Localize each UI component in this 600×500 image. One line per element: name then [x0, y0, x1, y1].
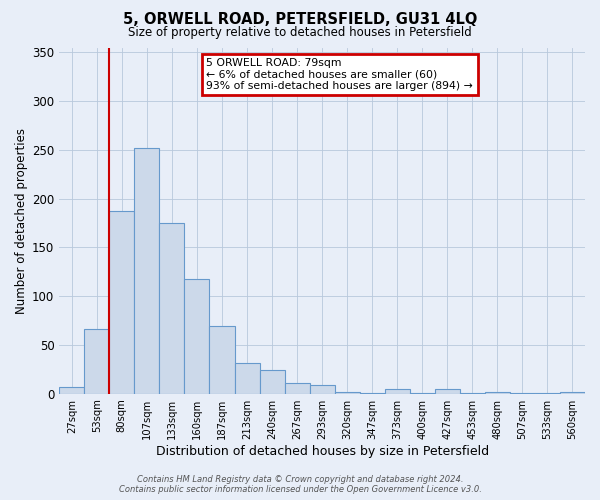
Bar — [184, 278, 209, 394]
Bar — [460, 392, 485, 394]
Bar — [435, 389, 460, 394]
Y-axis label: Number of detached properties: Number of detached properties — [15, 128, 28, 314]
Bar — [109, 212, 134, 394]
Bar — [385, 389, 410, 394]
Text: 5, ORWELL ROAD, PETERSFIELD, GU31 4LQ: 5, ORWELL ROAD, PETERSFIELD, GU31 4LQ — [123, 12, 477, 28]
Text: Size of property relative to detached houses in Petersfield: Size of property relative to detached ho… — [128, 26, 472, 39]
Bar — [235, 364, 260, 394]
Bar — [310, 385, 335, 394]
Bar — [359, 392, 385, 394]
Bar — [160, 223, 184, 394]
Bar — [410, 392, 435, 394]
Bar — [260, 370, 284, 394]
Bar — [209, 326, 235, 394]
Text: 5 ORWELL ROAD: 79sqm
← 6% of detached houses are smaller (60)
93% of semi-detach: 5 ORWELL ROAD: 79sqm ← 6% of detached ho… — [206, 58, 473, 91]
Bar — [510, 392, 535, 394]
Bar — [134, 148, 160, 394]
Bar — [560, 392, 585, 394]
Bar — [335, 392, 359, 394]
Bar — [485, 392, 510, 394]
X-axis label: Distribution of detached houses by size in Petersfield: Distribution of detached houses by size … — [155, 444, 489, 458]
Bar — [535, 392, 560, 394]
Text: Contains HM Land Registry data © Crown copyright and database right 2024.
Contai: Contains HM Land Registry data © Crown c… — [119, 474, 481, 494]
Bar — [284, 383, 310, 394]
Bar — [59, 387, 85, 394]
Bar — [85, 330, 109, 394]
